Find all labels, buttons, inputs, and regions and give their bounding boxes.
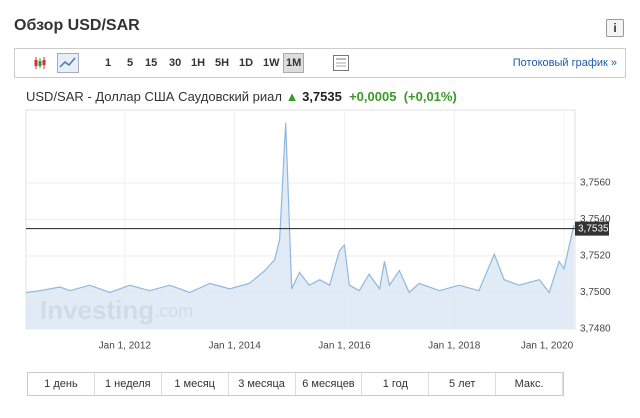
- current-price-box: [575, 221, 609, 236]
- y-tick-label: 3,7520: [580, 251, 611, 262]
- x-tick-label: Jan 1, 2014: [208, 341, 261, 352]
- range-button[interactable]: Макс.: [496, 373, 563, 395]
- info-button[interactable]: i: [606, 19, 624, 37]
- chart: 3,7480 3,7500 3,7520 3,7540 3,7560 Jan 1, 201…: [25, 109, 611, 352]
- line: [25, 122, 575, 294]
- area: [26, 122, 574, 330]
- change: +0,0005: [349, 89, 397, 104]
- y-tick-label: 3,7560: [580, 178, 611, 189]
- range-button[interactable]: 5 лет: [429, 373, 497, 395]
- period-button[interactable]: 15: [145, 57, 158, 69]
- y-tick-label: 3,7540: [580, 214, 611, 225]
- up-arrow: ▲: [285, 89, 299, 104]
- range-button[interactable]: 1 год: [362, 373, 430, 395]
- period-button[interactable]: 30: [169, 57, 182, 69]
- x-tick-label: Jan 1, 2016: [318, 341, 371, 352]
- range-button[interactable]: 1 месяц: [162, 373, 229, 395]
- period-button[interactable]: 1W: [263, 57, 280, 69]
- period-button[interactable]: 1D: [239, 57, 254, 69]
- stream-link[interactable]: Потоковый график »: [512, 57, 617, 69]
- period-button[interactable]: 1M: [283, 53, 305, 73]
- area-icon[interactable]: [57, 53, 79, 73]
- range-button[interactable]: 3 месяца: [229, 373, 296, 395]
- period-button[interactable]: 5H: [215, 57, 230, 69]
- range-button[interactable]: 1 неделя: [95, 373, 162, 395]
- change-pct: (+0,01%): [403, 89, 457, 104]
- price: 3,7535: [302, 89, 342, 104]
- x-tick-label: Jan 1, 2018: [428, 341, 481, 352]
- toolbar: 1 5 15 30 1H 5H 1D 1W 1M Потоковый график »: [14, 48, 626, 78]
- range-button[interactable]: 6 месяцев: [296, 373, 363, 395]
- period-button[interactable]: 1H: [191, 57, 206, 69]
- y-tick-label: 3,7480: [580, 324, 611, 335]
- pair-name: USD/SAR - Доллар США Саудовский риал: [26, 89, 282, 104]
- quote: USD/SAR - Доллар США Саудовский риал ▲ 3…: [26, 89, 457, 104]
- range-bar: 1 день 1 неделя 1 месяц 3 месяца 6 месяцев 1 …: [27, 372, 564, 396]
- candles-icon[interactable]: [33, 56, 49, 70]
- current-price-label: 3,7535: [578, 223, 609, 234]
- x-tick-label: Jan 1, 2012: [99, 341, 152, 352]
- y-tick-label: 3,7500: [580, 287, 611, 298]
- title: Обзор USD/SAR: [14, 17, 140, 34]
- period-button[interactable]: 5: [127, 57, 134, 69]
- settings-icon[interactable]: [333, 55, 349, 71]
- period-button[interactable]: 1: [105, 57, 112, 69]
- x-tick-label: Jan 1, 2020: [521, 341, 574, 352]
- range-button[interactable]: 1 день: [28, 373, 95, 395]
